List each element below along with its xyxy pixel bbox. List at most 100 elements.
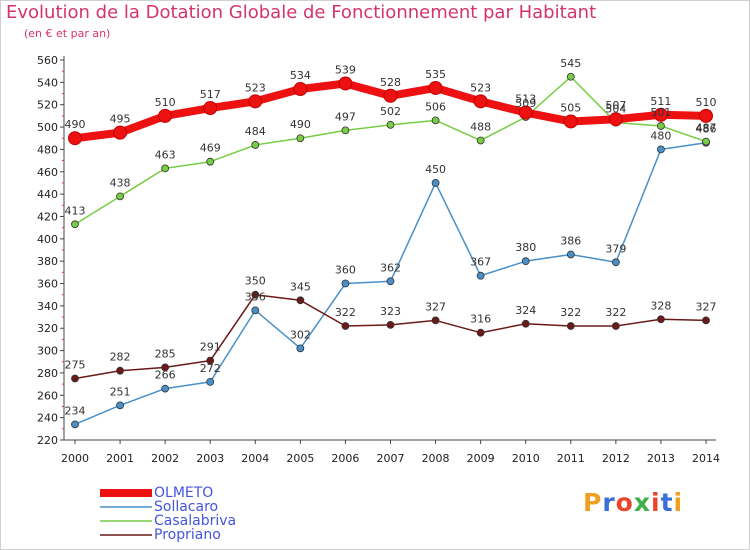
data-label-casalabriva: 504	[605, 103, 626, 116]
data-label-olmeto: 535	[425, 68, 446, 81]
data-label-propriano: 323	[380, 305, 401, 318]
data-point-sollacaro	[611, 258, 620, 267]
data-label-sollacaro: 386	[560, 234, 581, 247]
data-point-sollacaro	[251, 306, 260, 315]
data-point-casalabriva	[476, 136, 485, 145]
data-label-propriano: 327	[696, 300, 717, 313]
axes: 220 240 260 280 300 320 340 360 380 400 420 440 460 4…	[37, 54, 720, 465]
data-label-sollacaro: 360	[335, 264, 356, 277]
x-tick-label: 2011	[557, 452, 585, 465]
logo-letter: r	[602, 488, 616, 517]
series-olmeto	[68, 76, 713, 146]
data-label-sollacaro: 450	[425, 163, 446, 176]
data-point-propriano	[296, 296, 305, 305]
logo-letter: o	[615, 488, 634, 517]
data-label-propriano: 282	[110, 351, 131, 364]
data-label-casalabriva: 463	[155, 148, 176, 161]
data-label-sollacaro: 480	[650, 129, 671, 142]
data-point-propriano	[386, 320, 395, 329]
y-tick-label: 280	[37, 367, 58, 380]
data-label-casalabriva: 438	[110, 176, 131, 189]
x-tick-label: 2008	[422, 452, 450, 465]
data-label-propriano: 350	[245, 275, 266, 288]
data-point-sollacaro	[206, 377, 215, 386]
data-point-casalabriva	[386, 120, 395, 129]
data-label-casalabriva: 506	[425, 100, 446, 113]
data-label-casalabriva: 497	[335, 110, 356, 123]
series-casalabriva	[71, 72, 710, 229]
series-propriano	[71, 290, 710, 383]
data-point-olmeto	[158, 108, 173, 123]
data-point-propriano	[521, 319, 530, 328]
y-tick-label: 500	[37, 121, 58, 134]
legend-swatch-olmeto	[100, 489, 152, 497]
data-label-casalabriva: 469	[200, 142, 221, 155]
data-label-sollacaro: 362	[380, 261, 401, 274]
data-point-propriano	[161, 363, 170, 372]
legend-item-propriano[interactable]: Propriano	[100, 528, 236, 542]
data-point-olmeto	[68, 131, 82, 146]
data-label-casalabriva: 509	[515, 97, 536, 110]
data-label-casalabriva: 413	[65, 204, 86, 217]
data-point-olmeto	[113, 125, 128, 140]
series-layer	[68, 72, 713, 429]
data-point-propriano	[431, 316, 440, 325]
y-tick-label: 300	[37, 345, 58, 358]
data-label-sollacaro: 266	[155, 369, 176, 382]
legend-label-sollacaro: Sollacaro	[154, 499, 219, 515]
data-point-olmeto	[293, 82, 308, 97]
data-label-casalabriva: 502	[380, 105, 401, 118]
data-point-propriano	[657, 315, 665, 324]
data-point-casalabriva	[161, 164, 170, 173]
y-tick-label: 240	[37, 412, 58, 425]
y-tick-label: 540	[37, 76, 58, 89]
data-point-sollacaro	[296, 344, 305, 353]
chart-title: Evolution de la Dotation Globale de Fonc…	[6, 2, 597, 23]
y-tick-label: 480	[37, 143, 58, 156]
data-label-casalabriva: 545	[560, 57, 581, 70]
logo-letter: x	[633, 488, 651, 517]
data-point-casalabriva	[431, 116, 440, 125]
data-label-propriano: 275	[65, 359, 86, 372]
x-tick-label: 2007	[377, 452, 405, 465]
data-label-sollacaro: 302	[290, 328, 311, 341]
logo-letter: P	[583, 488, 603, 517]
logo-letter: t	[660, 488, 674, 517]
x-tick-label: 2001	[106, 452, 134, 465]
x-tick-label: 2005	[286, 452, 314, 465]
x-tick-label: 2014	[692, 452, 720, 465]
x-tick-label: 2009	[467, 452, 495, 465]
data-point-sollacaro	[71, 420, 79, 429]
data-point-propriano	[116, 366, 124, 375]
data-label-olmeto: 523	[470, 81, 491, 94]
data-point-casalabriva	[251, 141, 260, 149]
data-point-olmeto	[203, 101, 218, 116]
y-tick-label: 380	[37, 255, 58, 268]
legend-item-sollacaro[interactable]: Sollacaro	[100, 500, 236, 514]
data-label-propriano: 324	[515, 304, 536, 317]
y-tick-label: 440	[37, 188, 58, 201]
data-label-olmeto: 523	[245, 81, 266, 94]
data-label-casalabriva: 501	[650, 106, 671, 119]
data-label-propriano: 316	[470, 313, 491, 326]
data-point-sollacaro	[116, 401, 124, 410]
y-tick-label: 420	[37, 210, 58, 223]
data-label-sollacaro: 336	[245, 290, 266, 303]
data-label-olmeto: 513	[515, 93, 536, 106]
data-label-olmeto: 490	[65, 118, 86, 131]
y-tick-label: 560	[37, 54, 58, 67]
legend-item-casalabriva[interactable]: Casalabriva	[100, 514, 236, 528]
y-tick-label: 220	[37, 434, 58, 447]
y-tick-label: 460	[37, 166, 58, 179]
data-label-propriano: 328	[650, 299, 671, 312]
data-point-casalabriva	[341, 126, 350, 135]
data-label-propriano: 291	[200, 341, 221, 354]
y-tick-label: 320	[37, 322, 58, 335]
data-point-sollacaro	[341, 279, 350, 288]
legend-item-olmeto[interactable]: OLMETO	[100, 486, 236, 500]
data-label-propriano: 322	[335, 306, 356, 319]
data-point-casalabriva	[116, 192, 124, 201]
data-label-casalabriva: 490	[290, 118, 311, 131]
data-label-olmeto: 507	[605, 99, 626, 112]
data-point-sollacaro	[476, 271, 485, 280]
